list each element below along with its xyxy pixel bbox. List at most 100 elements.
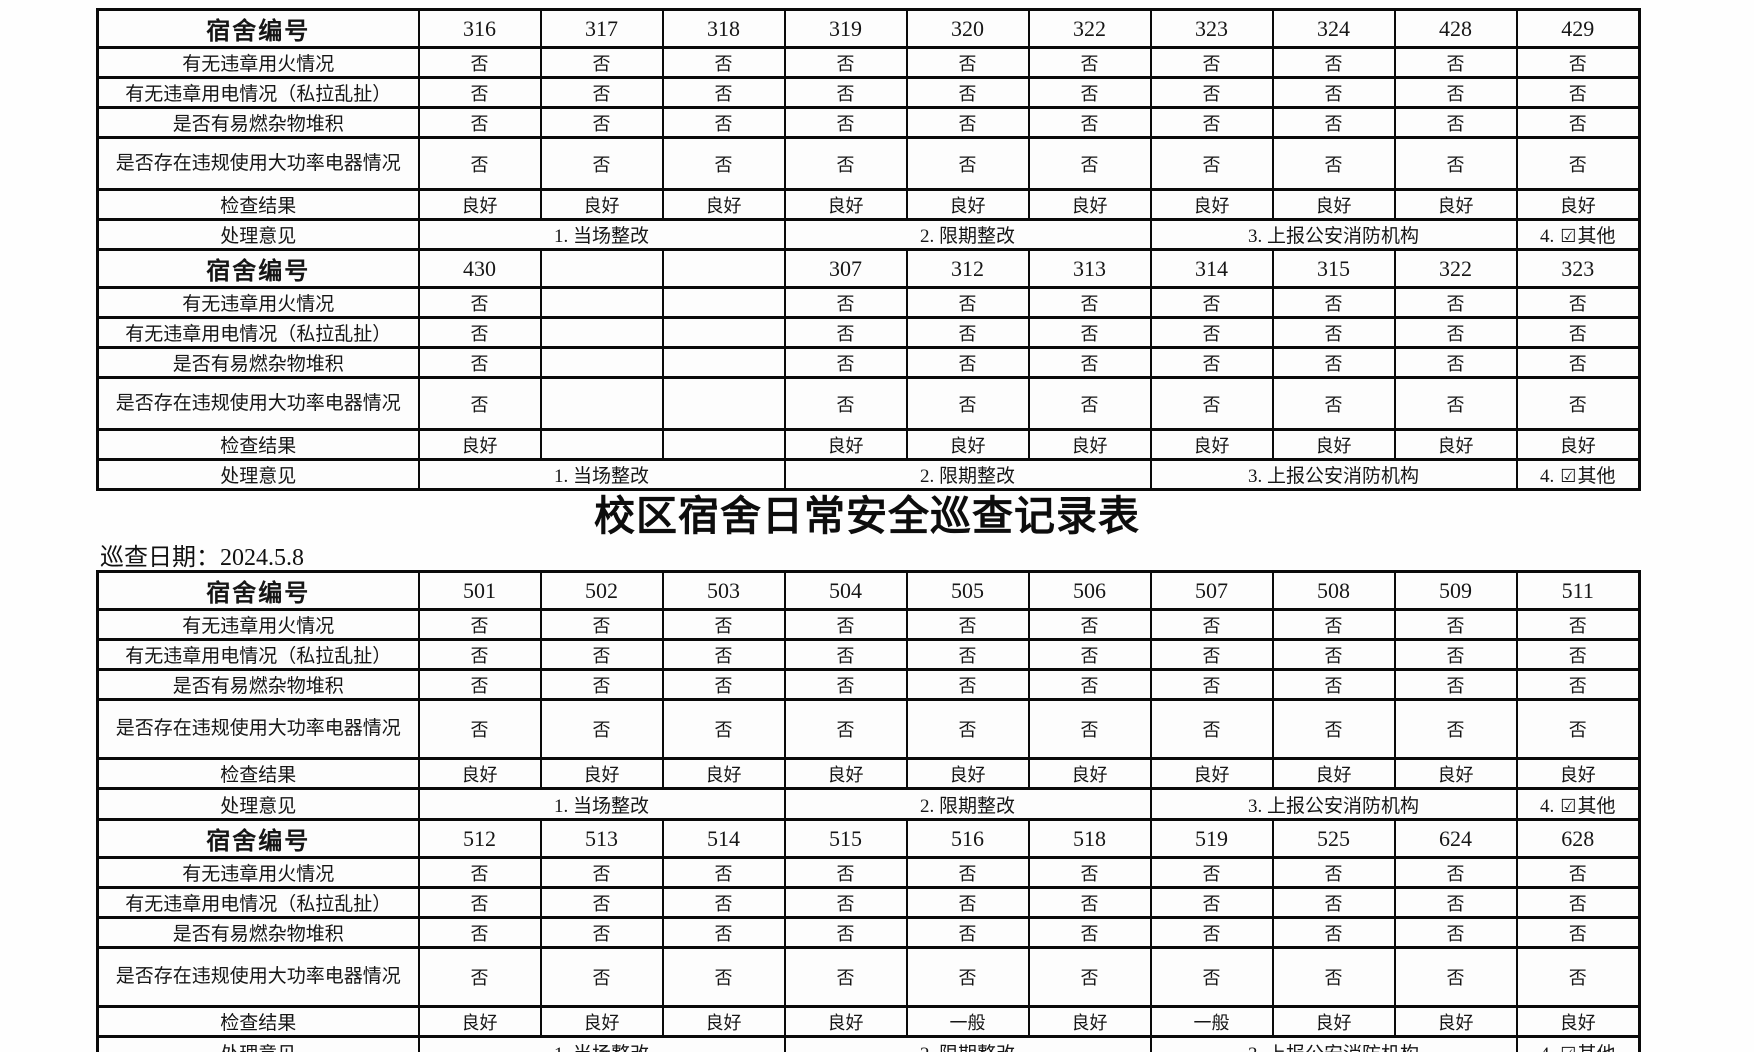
result-cell: 良好 <box>905 757 1030 790</box>
table-row: 处理意见 1. 当场整改 2. 限期整改 3. 上报公安消防机构 4.☑其他 <box>96 458 1641 491</box>
result-cell: 良好 <box>1149 428 1274 461</box>
flammable-cell: 否 <box>1393 346 1518 379</box>
flammable-cell: 否 <box>905 346 1030 379</box>
high-power-cell: 否 <box>417 698 542 760</box>
flammable-cell: 否 <box>1271 916 1396 949</box>
table-row: 有无违章用火情况 否否否否否否否否否否 <box>96 46 1641 79</box>
result-cell <box>539 428 664 461</box>
table-row: 有无违章用电情况（私拉乱扯） 否否否否否否否否否否 <box>96 886 1641 919</box>
high-power-cell: 否 <box>1149 946 1274 1008</box>
result-cell: 良好 <box>1149 757 1274 790</box>
dorm-number-cell: 322 <box>1393 248 1518 289</box>
electric-use-cell: 否 <box>1515 886 1641 919</box>
result-cell: 良好 <box>539 757 664 790</box>
flammable-cell: 否 <box>1271 106 1396 139</box>
result-cell: 良好 <box>539 1005 664 1038</box>
option-text: 其他 <box>1577 466 1616 487</box>
fire-use-cell: 否 <box>661 856 786 889</box>
result-cell: 良好 <box>539 188 664 221</box>
inspection-table-previous: 宿舍编号 316 317 318 319 320 322 323 324 428 429 有无违章… <box>96 8 1641 491</box>
high-power-cell: 否 <box>1027 946 1152 1008</box>
opinion-option-cell: 3. 上报公安消防机构 <box>1149 1035 1518 1052</box>
dorm-number-cell: 429 <box>1515 8 1641 49</box>
fire-use-cell: 否 <box>1149 46 1274 79</box>
high-power-cell: 否 <box>1515 376 1641 431</box>
dorm-number-cell: 519 <box>1149 818 1274 859</box>
result-cell: 良好 <box>905 428 1030 461</box>
electric-use-cell: 否 <box>417 76 542 109</box>
checked-checkbox-icon: ☑ <box>1560 466 1577 486</box>
opinion-option-cell: 3. 上报公安消防机构 <box>1149 787 1518 821</box>
inspection-date: 巡查日期：2024.5.8 <box>100 545 304 571</box>
table-row: 处理意见 1. 当场整改 2. 限期整改 3. 上报公安消防机构 4.☑其他 <box>96 218 1641 251</box>
high-power-cell: 否 <box>1393 136 1518 191</box>
flammable-cell: 否 <box>1027 916 1152 949</box>
table-row: 有无违章用火情况 否否否否否否否否否否 <box>96 856 1641 889</box>
electric-use-cell: 否 <box>1149 76 1274 109</box>
dorm-number-cell <box>661 248 786 289</box>
result-cell: 良好 <box>783 1005 908 1038</box>
electric-use-cell: 否 <box>661 886 786 919</box>
electric-use-cell: 否 <box>417 886 542 919</box>
high-power-cell: 否 <box>1149 376 1274 431</box>
flammable-cell: 否 <box>417 106 542 139</box>
row-label-dorm-number: 宿舍编号 <box>96 8 420 49</box>
flammable-cell: 否 <box>1393 668 1518 701</box>
flammable-cell: 否 <box>661 916 786 949</box>
row-label-high-power: 是否存在违规使用大功率电器情况 <box>96 136 420 191</box>
dorm-number-cell: 624 <box>1393 818 1518 859</box>
high-power-cell: 否 <box>1271 136 1396 191</box>
table-row: 是否存在违规使用大功率电器情况 否否否否否否否否否否 <box>96 136 1641 191</box>
flammable-cell: 否 <box>1149 916 1274 949</box>
row-label-handling-opinion: 处理意见 <box>96 1035 420 1052</box>
result-cell: 良好 <box>1271 428 1396 461</box>
electric-use-cell: 否 <box>417 638 542 671</box>
result-cell: 良好 <box>1027 1005 1152 1038</box>
opinion-option-cell: 2. 限期整改 <box>783 787 1152 821</box>
fire-use-cell: 否 <box>1149 856 1274 889</box>
electric-use-cell: 否 <box>661 76 786 109</box>
result-cell: 良好 <box>1393 1005 1518 1038</box>
fire-use-cell: 否 <box>1271 46 1396 79</box>
table-row: 宿舍编号 430 307 312 313 314 315 322 323 <box>96 248 1641 289</box>
opinion-option-cell: 2. 限期整改 <box>783 218 1152 251</box>
flammable-cell: 否 <box>539 106 664 139</box>
high-power-cell: 否 <box>1271 698 1396 760</box>
electric-use-cell: 否 <box>1027 638 1152 671</box>
fire-use-cell: 否 <box>905 286 1030 319</box>
high-power-cell: 否 <box>783 136 908 191</box>
fire-use-cell: 否 <box>1027 856 1152 889</box>
row-label-high-power: 是否存在违规使用大功率电器情况 <box>96 946 420 1008</box>
high-power-cell: 否 <box>1027 376 1152 431</box>
electric-use-cell: 否 <box>1515 316 1641 349</box>
table-row: 处理意见 1. 当场整改 2. 限期整改 3. 上报公安消防机构 4.☑其他 <box>96 1035 1641 1052</box>
flammable-cell: 否 <box>1515 916 1641 949</box>
dorm-number-cell: 430 <box>417 248 542 289</box>
dorm-number-cell: 503 <box>661 570 786 611</box>
electric-use-cell: 否 <box>539 76 664 109</box>
table-row: 有无违章用火情况 否否否否否否否否否否 <box>96 608 1641 641</box>
high-power-cell <box>539 376 664 431</box>
row-label-flammable-debris: 是否有易燃杂物堆积 <box>96 106 420 139</box>
flammable-cell: 否 <box>661 668 786 701</box>
row-label-inspection-result: 检查结果 <box>96 188 420 221</box>
fire-use-cell: 否 <box>905 608 1030 641</box>
row-label-flammable-debris: 是否有易燃杂物堆积 <box>96 916 420 949</box>
dorm-number-cell: 511 <box>1515 570 1641 611</box>
fire-use-cell: 否 <box>1027 608 1152 641</box>
table-row: 有无违章用火情况 否否否否否否否否 <box>96 286 1641 319</box>
dorm-number-cell: 513 <box>539 818 664 859</box>
result-cell: 良好 <box>417 188 542 221</box>
electric-use-cell: 否 <box>1515 638 1641 671</box>
opinion-option-cell: 1. 当场整改 <box>417 787 786 821</box>
fire-use-cell: 否 <box>1515 286 1641 319</box>
result-cell: 良好 <box>1027 428 1152 461</box>
table-row: 有无违章用电情况（私拉乱扯） 否否否否否否否否 <box>96 316 1641 349</box>
result-cell: 良好 <box>1271 757 1396 790</box>
dorm-number-cell: 323 <box>1149 8 1274 49</box>
flammable-cell: 否 <box>1149 106 1274 139</box>
fire-use-cell: 否 <box>539 856 664 889</box>
option-text: 其他 <box>1577 795 1616 817</box>
dorm-number-cell: 307 <box>783 248 908 289</box>
row-label-fire-use: 有无违章用火情况 <box>96 856 420 889</box>
